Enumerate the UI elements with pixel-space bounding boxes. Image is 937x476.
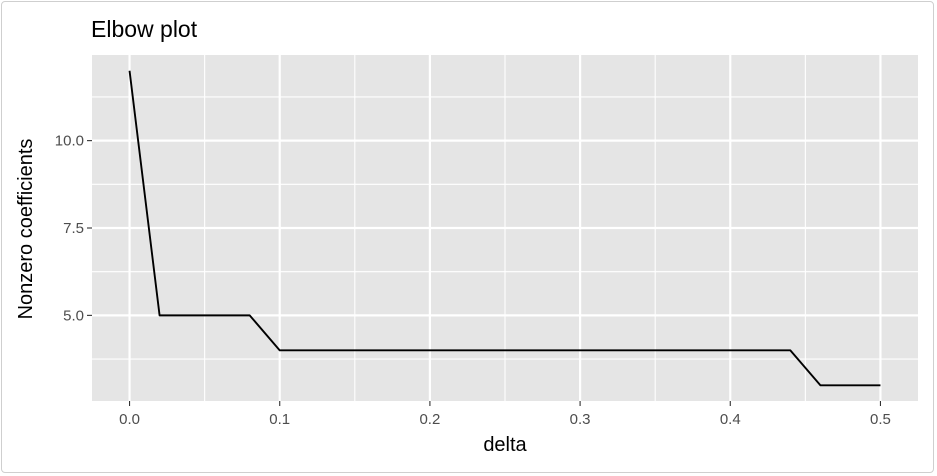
x-tick-label: 0.4: [720, 411, 741, 428]
x-tick-label: 0.2: [419, 411, 440, 428]
x-tick-label: 0.3: [570, 411, 591, 428]
chart-title: Elbow plot: [91, 16, 198, 42]
x-tick-label: 0.1: [269, 411, 290, 428]
x-axis-label: delta: [483, 434, 527, 456]
x-tick-label: 0.5: [870, 411, 891, 428]
axis-layer: 0.0 0.1 0.2 0.3 0.4 0.5 5.0 7.5 10.0: [55, 133, 891, 428]
major-gridlines: [92, 55, 918, 401]
y-tick-label: 10.0: [55, 133, 84, 150]
y-tick-label: 5.0: [63, 307, 84, 324]
x-tick-label: 0.0: [119, 411, 140, 428]
y-tick-label: 7.5: [63, 220, 84, 237]
series-line: [128, 70, 881, 387]
minor-gridlines: [92, 55, 918, 401]
y-axis-label: Nonzero coefficients: [15, 139, 37, 320]
series-layer: [128, 70, 881, 387]
